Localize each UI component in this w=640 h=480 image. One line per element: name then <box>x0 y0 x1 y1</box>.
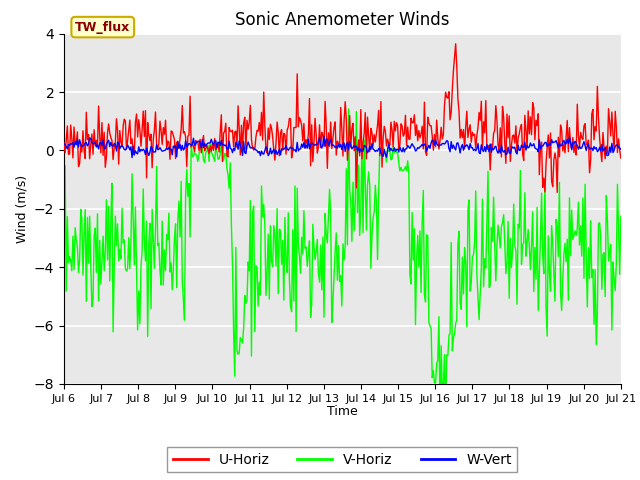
X-axis label: Time: Time <box>327 405 358 418</box>
Legend: U-Horiz, V-Horiz, W-Vert: U-Horiz, V-Horiz, W-Vert <box>168 447 517 472</box>
Title: Sonic Anemometer Winds: Sonic Anemometer Winds <box>235 11 450 29</box>
Y-axis label: Wind (m/s): Wind (m/s) <box>15 175 28 243</box>
Text: TW_flux: TW_flux <box>75 21 131 34</box>
